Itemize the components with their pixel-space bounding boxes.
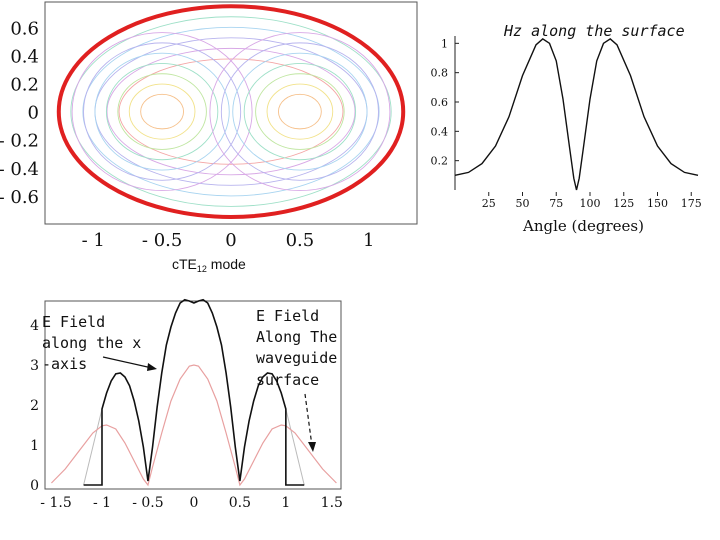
efield-y-tick-label: 1 [30, 438, 39, 454]
hz-x-ticks: 25 50 75 100 125 150 175 [482, 192, 702, 210]
hz-series-line [454, 38, 699, 191]
annotation-surface: E Field Along The waveguide surface [256, 307, 346, 389]
efield-x-tick-label: 0 [189, 495, 198, 511]
efield-x-tick-label: - 1.5 [40, 495, 71, 511]
efield-y-ticks: 0 1 2 3 4 [30, 318, 39, 494]
contour-lines [70, 16, 392, 207]
hz-y-ticks: 0.2 0.4 0.6 0.8 1 [431, 37, 459, 168]
contour-y-tick-label: 0.2 [10, 74, 39, 95]
efield-y-tick-label: 0 [30, 478, 39, 494]
hz-x-tick-label: 150 [647, 197, 668, 210]
mode-caption-tail: mode [207, 256, 246, 272]
hz-y-tick-label: 0.4 [431, 125, 449, 138]
contour-line [243, 63, 357, 161]
contour-line [140, 93, 184, 130]
efield-x-tick-label: - 0.5 [132, 495, 163, 511]
hz-x-tick-label: 175 [681, 197, 702, 210]
contour-line [209, 32, 391, 192]
contour-y-tick-label: - 0.6 [0, 187, 39, 208]
contour-line [94, 52, 230, 171]
contour-x-ticks: - 1 - 0.5 0 0.5 1 [82, 230, 375, 251]
efield-x-tick-label: - 1 [93, 495, 111, 511]
contour-y-tick-label: 0.6 [10, 18, 39, 39]
hz-x-tick-label: 25 [482, 197, 496, 210]
hz-x-tick-label: 125 [613, 197, 634, 210]
contour-frame [44, 1, 418, 225]
annotation-x-axis: E Field along the x -axis [42, 313, 150, 373]
hz-chart: Hz along the surface 0.2 0.4 0.6 0.8 1 25 50 7… [431, 22, 702, 235]
contour-y-tick-label: 0.4 [10, 46, 39, 67]
contour-y-ticks: 0.6 0.4 0.2 0 - 0.2 - 0.4 - 0.6 [0, 18, 39, 208]
contour-line [70, 16, 392, 207]
mode-caption-subscript: 12 [197, 264, 207, 274]
hz-x-axis-label: Angle (degrees) [522, 217, 644, 235]
annotation-x-axis-line-3: -axis [42, 355, 87, 373]
annotation-x-axis-line-2: along the x [42, 334, 141, 352]
annotation-surface-line-3: waveguide [256, 349, 337, 367]
efield-x-tick-label: 1.5 [321, 495, 343, 511]
annotation-surface-line-1: E Field [256, 307, 319, 325]
contour-line [117, 73, 207, 150]
hz-x-tick-label: 100 [580, 197, 601, 210]
efield-y-tick-label: 3 [30, 358, 39, 374]
contour-line [220, 42, 379, 181]
contour-x-tick-label: 0.5 [286, 230, 315, 251]
hz-y-tick-label: 0.2 [431, 155, 449, 168]
annotation-surface-arrow [304, 393, 316, 452]
efield-surface-series-line [51, 364, 337, 487]
contour-y-tick-label: - 0.2 [0, 131, 39, 152]
contour-line [118, 58, 344, 165]
contour-line [255, 73, 345, 150]
efield-y-tick-label: 2 [30, 398, 39, 414]
contour-line [128, 83, 196, 140]
hz-y-tick-label: 0.6 [431, 96, 449, 109]
contour-y-tick-label: 0 [28, 103, 39, 124]
hz-y-tick-label: 1 [441, 37, 448, 50]
efield-x-tick-label: 1 [281, 495, 290, 511]
efield-x-axis-series-line [83, 298, 305, 486]
contour-line [232, 52, 368, 171]
contour-x-tick-label: 1 [363, 230, 374, 251]
contour-line [71, 32, 253, 192]
hz-chart-title: Hz along the surface [503, 22, 685, 40]
annotation-x-axis-arrow [102, 356, 157, 371]
contour-line [106, 47, 356, 176]
contour-y-tick-label: - 0.4 [0, 159, 39, 180]
mode-caption-main: cTE [172, 256, 197, 272]
efield-x-tick-label: 0.5 [229, 495, 251, 511]
contour-chart: 0.6 0.4 0.2 0 - 0.2 - 0.4 - 0.6 - 1 - 0.5 0 0.5 1 [0, 1, 418, 251]
contour-x-tick-label: - 0.5 [142, 230, 182, 251]
mode-caption: cTE12 mode [172, 256, 246, 274]
contour-x-tick-label: - 1 [82, 230, 105, 251]
annotation-x-axis-line-1: E Field [42, 313, 105, 331]
contour-line [82, 26, 380, 197]
efield-x-ticks: - 1.5 - 1 - 0.5 0 0.5 1 1.5 [40, 495, 343, 511]
waveguide-boundary [56, 4, 406, 219]
contour-line [83, 42, 242, 181]
contour-line [278, 93, 322, 130]
contour-line [266, 83, 334, 140]
efield-chart: 0 1 2 3 4 - 1.5 - 1 - 0.5 0 0.5 1 1.5 E Field alon… [30, 298, 346, 511]
contour-line [105, 63, 219, 161]
hz-y-tick-label: 0.8 [431, 67, 449, 80]
annotation-surface-line-4: surface [256, 371, 319, 389]
efield-y-tick-label: 4 [30, 318, 39, 334]
contour-x-tick-label: 0 [225, 230, 236, 251]
hz-x-tick-label: 50 [516, 197, 530, 210]
efield-gray-curve [83, 408, 305, 486]
efield-frame [44, 300, 342, 490]
hz-x-tick-label: 75 [549, 197, 563, 210]
annotation-surface-line-2: Along The [256, 328, 337, 346]
